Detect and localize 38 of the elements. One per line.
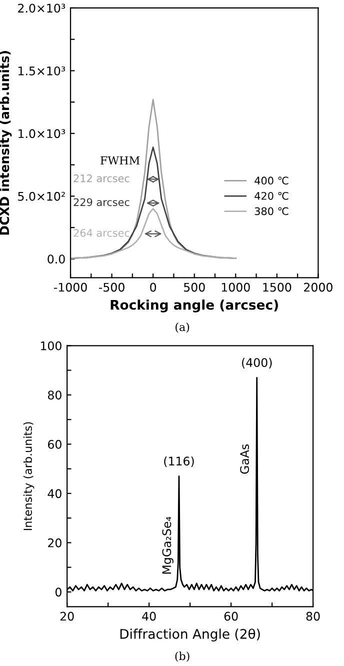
x-tick-label: 2000: [304, 282, 332, 292]
legend-label: 400 ℃: [254, 176, 288, 185]
x-tick-label: 1000: [222, 282, 250, 292]
annotation: 264 arcsec: [74, 228, 130, 237]
annotation: 212 arcsec: [74, 174, 130, 182]
y-tick-label: 5.0×10²: [18, 192, 65, 201]
annotation: MgGa₂Se₄: [162, 516, 174, 574]
x-tick-label: 0: [150, 282, 156, 292]
y-tick-label: 0.0: [48, 254, 65, 264]
x-tick-label: -1000: [54, 282, 87, 292]
legend-label: 420 ℃: [254, 192, 288, 200]
annotation: 229 arcsec: [74, 198, 130, 206]
x-tick-label: 60: [224, 612, 238, 621]
y-tick-label: 1.0×10³: [18, 129, 66, 138]
annotation: (116): [164, 456, 194, 467]
legend-label: 380 ℃: [254, 207, 288, 216]
y-tick-label: 0: [55, 588, 62, 597]
y-tick-label: 100: [40, 341, 62, 350]
x-tick-label: 80: [306, 612, 320, 621]
annotation: GaAs: [240, 444, 250, 474]
x-tick-label: 500: [184, 282, 205, 292]
x-axis-title: Diffraction Angle (2θ): [120, 628, 260, 642]
x-tick-label: 40: [142, 612, 156, 621]
y-tick-label: 20: [48, 538, 62, 548]
annotation: (400): [242, 358, 272, 368]
text: (a): [176, 322, 190, 333]
y-tick-label: 40: [48, 489, 62, 498]
annotation: FWHM: [100, 156, 140, 164]
x-tick-label: 1500: [263, 282, 292, 292]
y-tick-label: 60: [48, 440, 62, 449]
y-axis-title: Intensity (arb.units): [23, 422, 34, 530]
x-tick-label: 20: [60, 612, 74, 621]
y-tick-label: 2.0×10³: [18, 4, 66, 13]
y-tick-label: 1.5×10³: [18, 66, 66, 76]
x-tick-label: -500: [98, 282, 124, 292]
x-axis-title: Rocking angle (arcsec): [110, 300, 278, 312]
y-tick-label: 80: [48, 390, 62, 400]
text: (b): [175, 652, 190, 662]
